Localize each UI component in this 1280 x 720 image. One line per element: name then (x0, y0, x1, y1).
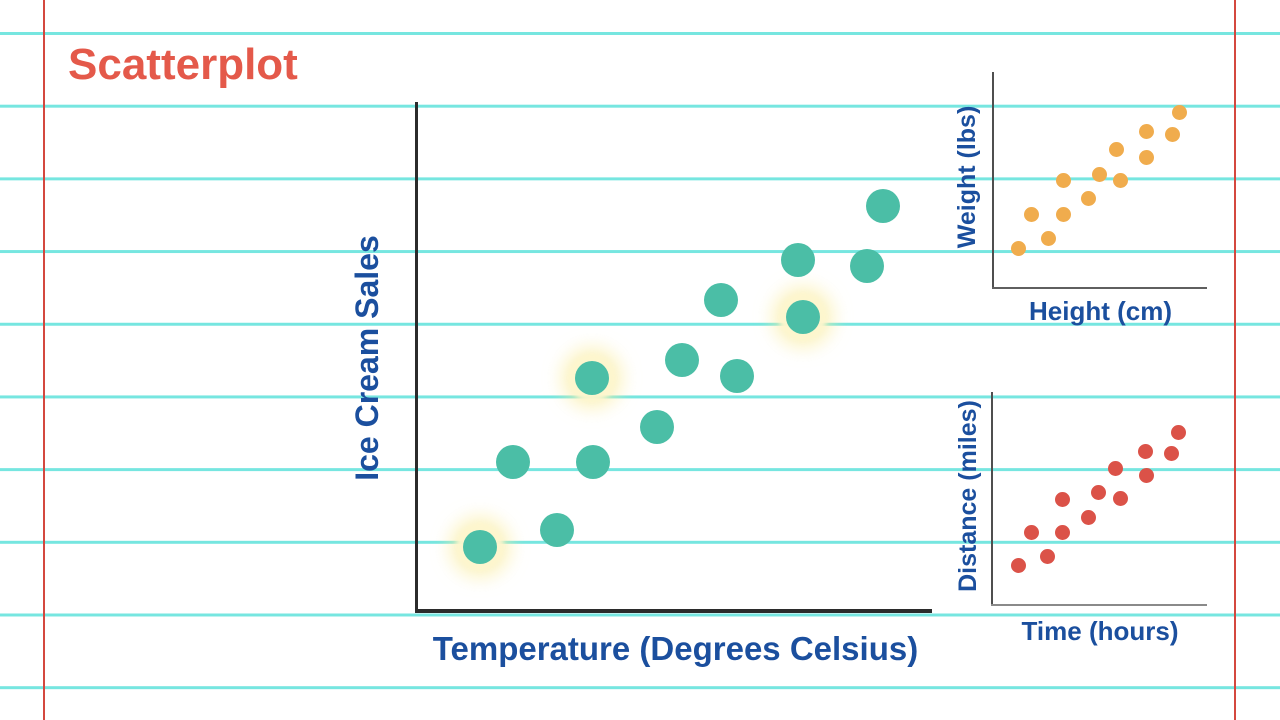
scatter-point (665, 343, 700, 378)
page-title: Scatterplot (68, 40, 298, 89)
scatter-point-highlighted (463, 529, 498, 564)
scatter-point (640, 410, 674, 445)
scatter-point (1011, 240, 1027, 256)
scatter-point (1054, 491, 1070, 507)
time-distance-chart-y-axis (991, 392, 993, 606)
scatter-point (1139, 149, 1155, 165)
main-scatterplot (418, 104, 932, 611)
scatter-point (575, 445, 610, 480)
time-distance-chart-y-axis-label: Distance (miles) (954, 400, 982, 592)
scatter-point (1113, 491, 1129, 507)
scatter-point (1054, 524, 1070, 540)
time-distance-chart-x-axis-label: Time (hours) (1021, 616, 1179, 646)
height-weight-chart-y-axis (992, 72, 994, 289)
time-distance-scatterplot (993, 393, 1207, 605)
scatter-point (496, 445, 531, 480)
scatter-point (1024, 206, 1040, 222)
scatter-point (1055, 206, 1071, 222)
scatter-point (866, 189, 901, 224)
height-weight-chart-x-axis-label: Height (cm) (1029, 296, 1172, 326)
scatter-point (720, 359, 755, 394)
scatter-point (1091, 485, 1106, 501)
scatter-point (1055, 173, 1071, 189)
main-chart-y-axis (415, 102, 418, 613)
scatter-point (1091, 166, 1107, 182)
main-chart-x-axis (415, 609, 932, 613)
height-weight-scatterplot (994, 73, 1207, 288)
scatter-point (1108, 142, 1124, 158)
time-distance-chart-x-axis (991, 604, 1207, 606)
scatter-point (1040, 231, 1056, 247)
left-margin-line (43, 0, 45, 720)
scatter-point (1039, 549, 1055, 565)
main-chart-x-axis-label: Temperature (Degrees Celsius) (432, 630, 919, 667)
scatter-point (1113, 172, 1129, 188)
scatter-point (1171, 105, 1187, 121)
scatter-point (1010, 558, 1026, 574)
scatter-point-highlighted (574, 361, 609, 396)
height-weight-chart-y-axis-label: Weight (lbs) (953, 105, 981, 249)
scatter-point (1138, 124, 1154, 140)
scatter-point (539, 512, 574, 547)
scatter-point (1023, 524, 1039, 540)
height-weight-chart-x-axis (992, 287, 1207, 289)
scatter-point (780, 242, 815, 277)
scatter-point (1164, 126, 1180, 142)
scatter-point (1139, 468, 1155, 484)
main-chart-y-axis-label: Ice Cream Sales (349, 235, 385, 481)
scatter-point (849, 248, 884, 283)
scatter-point (1164, 445, 1180, 461)
scatter-point (1081, 191, 1097, 207)
scatter-point (1108, 461, 1124, 477)
scatter-point (703, 282, 738, 317)
right-margin-line (1234, 0, 1236, 720)
scatter-point (1138, 443, 1154, 459)
scatter-point (1080, 509, 1096, 525)
scatter-point-highlighted (785, 299, 820, 334)
scatter-point (1171, 424, 1187, 440)
